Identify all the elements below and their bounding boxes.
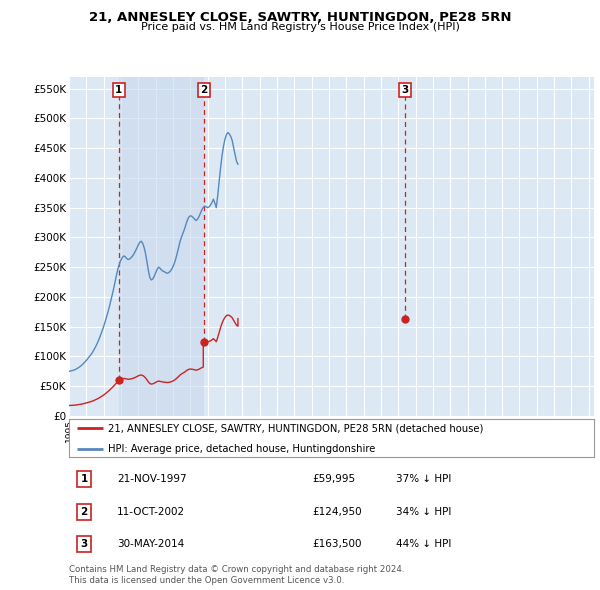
- Text: 34% ↓ HPI: 34% ↓ HPI: [396, 507, 451, 517]
- Text: £124,950: £124,950: [312, 507, 362, 517]
- Text: Contains HM Land Registry data © Crown copyright and database right 2024.
This d: Contains HM Land Registry data © Crown c…: [69, 565, 404, 585]
- Text: 21, ANNESLEY CLOSE, SAWTRY, HUNTINGDON, PE28 5RN (detached house): 21, ANNESLEY CLOSE, SAWTRY, HUNTINGDON, …: [109, 424, 484, 434]
- Text: 3: 3: [401, 85, 408, 95]
- Text: 30-MAY-2014: 30-MAY-2014: [117, 539, 184, 549]
- Text: 21, ANNESLEY CLOSE, SAWTRY, HUNTINGDON, PE28 5RN: 21, ANNESLEY CLOSE, SAWTRY, HUNTINGDON, …: [89, 11, 511, 24]
- Text: £59,995: £59,995: [312, 474, 355, 484]
- Text: 2: 2: [80, 507, 88, 517]
- Text: 11-OCT-2002: 11-OCT-2002: [117, 507, 185, 517]
- Text: 1: 1: [80, 474, 88, 484]
- Text: £163,500: £163,500: [312, 539, 361, 549]
- Text: 1: 1: [115, 85, 122, 95]
- Bar: [119, 77, 204, 416]
- Text: 3: 3: [80, 539, 88, 549]
- Text: Price paid vs. HM Land Registry's House Price Index (HPI): Price paid vs. HM Land Registry's House …: [140, 22, 460, 32]
- Text: HPI: Average price, detached house, Huntingdonshire: HPI: Average price, detached house, Hunt…: [109, 444, 376, 454]
- Text: 44% ↓ HPI: 44% ↓ HPI: [396, 539, 451, 549]
- Text: 2: 2: [200, 85, 208, 95]
- Text: 21-NOV-1997: 21-NOV-1997: [117, 474, 187, 484]
- Text: 37% ↓ HPI: 37% ↓ HPI: [396, 474, 451, 484]
